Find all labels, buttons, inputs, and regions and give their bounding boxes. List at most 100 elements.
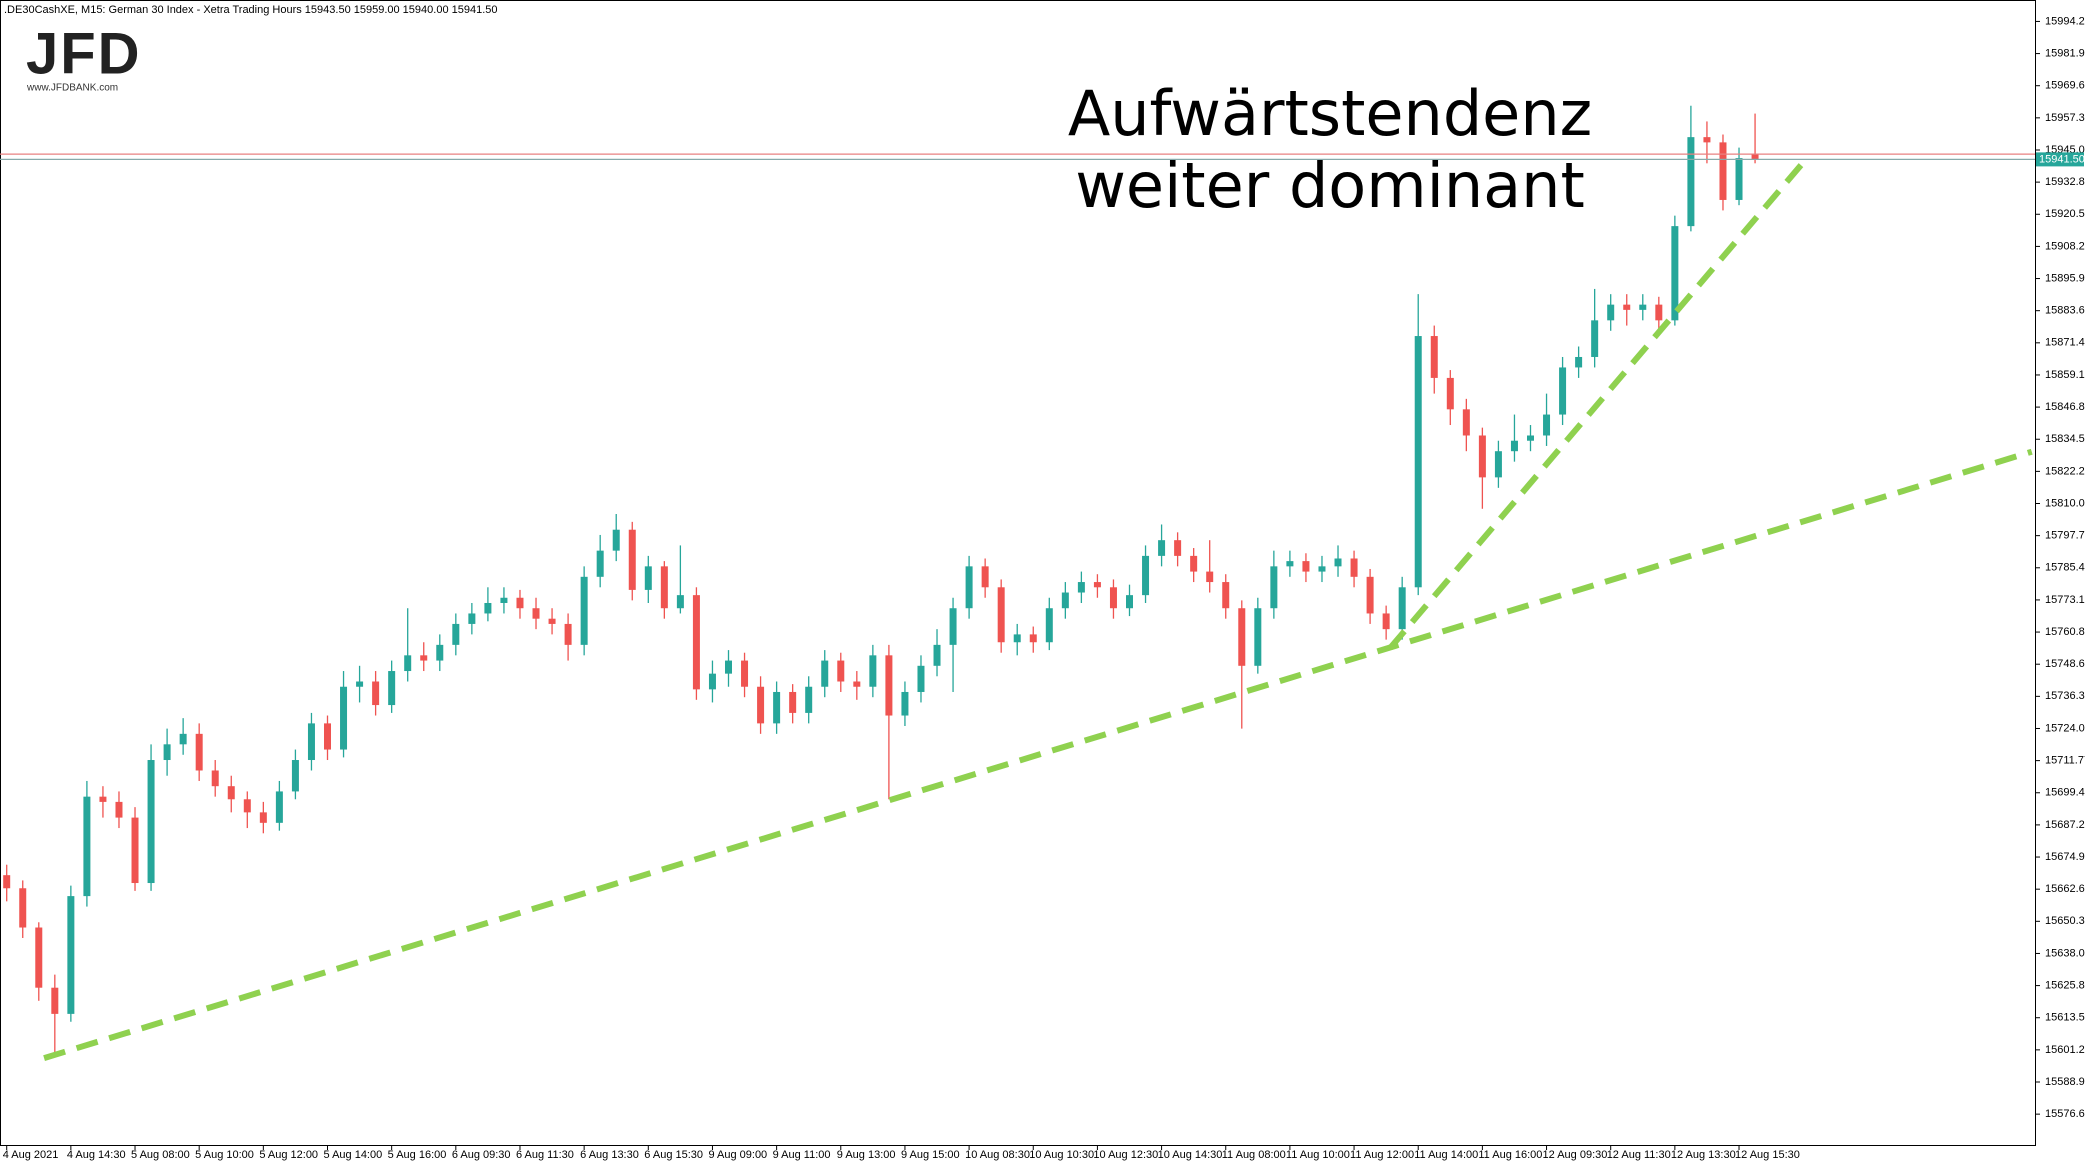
y-tick-label: 15920.53 (2045, 208, 2085, 220)
candle-body (1414, 336, 1422, 588)
candle-body (1510, 440, 1518, 452)
y-tick-label: 15613.53 (2045, 1012, 2085, 1024)
candle-body (1494, 451, 1502, 478)
y-tick-label: 15760.89 (2045, 626, 2085, 638)
candle-body (1254, 608, 1262, 666)
x-tick-label: 10 Aug 08:30 (965, 1149, 1030, 1161)
candle-body (885, 655, 893, 716)
chart-header: .DE30CashXE, M15: German 30 Index - Xetr… (4, 4, 498, 16)
plot-frame (0, 0, 2036, 1146)
candle-body (917, 665, 925, 692)
x-tick-label: 11 Aug 14:00 (1414, 1149, 1478, 1161)
candle-body (676, 595, 684, 609)
candle-body (1639, 304, 1647, 310)
x-tick-label: 10 Aug 12:30 (1093, 1149, 1158, 1161)
x-tick-label: 11 Aug 10:00 (1286, 1149, 1350, 1161)
y-tick-label: 15699.49 (2045, 787, 2085, 799)
y-tick-label: 15736.33 (2045, 690, 2085, 702)
candle-body (1142, 555, 1150, 596)
last-price-box (2036, 152, 2084, 167)
candle-body (1623, 304, 1631, 310)
candle-body (19, 888, 27, 928)
candle-body (1045, 608, 1053, 643)
candle-body (901, 691, 909, 716)
candle-body (83, 796, 91, 897)
x-tick-label: 6 Aug 15:30 (644, 1149, 703, 1161)
candle-body (1398, 587, 1406, 630)
candle-body (3, 875, 11, 889)
x-tick-label: 6 Aug 13:30 (580, 1149, 639, 1161)
y-tick-label: 15957.37 (2045, 112, 2085, 124)
x-tick-label: 5 Aug 14:00 (324, 1149, 383, 1161)
candle-body (1687, 137, 1695, 227)
x-tick-label: 12 Aug 09:30 (1543, 1149, 1608, 1161)
candle-body (227, 786, 235, 800)
y-tick-label: 15650.37 (2045, 915, 2085, 927)
candle-body (1334, 558, 1342, 567)
x-tick-label: 12 Aug 15:30 (1735, 1149, 1800, 1161)
logo-url: www.JFDBANK.com (26, 83, 118, 94)
candle-body (789, 691, 797, 713)
candle-body (596, 550, 604, 577)
y-tick-label: 15859.13 (2045, 369, 2085, 381)
candle-body (179, 733, 187, 745)
candle-body (1366, 576, 1374, 614)
x-tick-label: 9 Aug 13:00 (837, 1149, 896, 1161)
candle-body (1206, 571, 1214, 583)
candle-body (500, 597, 508, 603)
y-tick-label: 15638.09 (2045, 947, 2085, 959)
candle-body (965, 566, 973, 609)
candle-body (1126, 595, 1133, 609)
candle-body (644, 566, 652, 590)
y-tick-label: 15908.25 (2045, 240, 2085, 252)
candle-body (933, 644, 941, 666)
candle-body (1751, 154, 1759, 160)
candle-body (1543, 414, 1551, 436)
candle-body (1607, 304, 1615, 321)
candle-body (115, 801, 123, 818)
candle-body (404, 655, 412, 672)
candle-body (741, 660, 749, 687)
candle-body (163, 744, 171, 761)
y-tick-label: 15588.97 (2045, 1076, 2085, 1088)
last-price-label: 15941.50 (2039, 153, 2085, 165)
y-tick-label: 15994.21 (2045, 15, 2085, 27)
candle-body (259, 812, 267, 823)
candle-body (452, 623, 460, 645)
candle-body (372, 681, 380, 706)
candle-body (981, 566, 989, 588)
y-tick-label: 15871.41 (2045, 337, 2085, 349)
y-tick-label: 15883.69 (2045, 305, 2085, 317)
logo: JFD (26, 21, 142, 86)
x-tick-label: 12 Aug 13:30 (1671, 1149, 1736, 1161)
candle-body (949, 608, 957, 645)
y-tick-label: 15724.05 (2045, 722, 2085, 734)
candle-body (1719, 142, 1727, 200)
y-tick-label: 15810.01 (2045, 497, 2085, 509)
candle-body (211, 770, 219, 787)
y-tick-label: 15969.65 (2045, 80, 2085, 92)
candle-body (725, 660, 732, 674)
candle-body (1174, 540, 1182, 556)
candle-body (147, 760, 155, 884)
x-tick-label: 9 Aug 15:00 (901, 1149, 960, 1161)
x-tick-label: 5 Aug 12:00 (259, 1149, 318, 1161)
y-tick-label: 15785.45 (2045, 562, 2085, 574)
candle-body (1462, 409, 1470, 436)
candle-body (275, 791, 283, 823)
candle-body (773, 691, 781, 724)
candle-body (131, 817, 139, 884)
candle-body (1190, 555, 1198, 572)
y-tick-label: 15674.93 (2045, 851, 2085, 863)
candle-body (516, 597, 524, 609)
y-tick-label: 15895.97 (2045, 272, 2085, 284)
candle-body (243, 799, 251, 813)
candle-body (1109, 587, 1117, 609)
x-tick-label: 5 Aug 08:00 (131, 1149, 190, 1161)
y-tick-label: 15822.29 (2045, 465, 2085, 477)
candle-body (1222, 582, 1230, 609)
candle-body (1061, 592, 1069, 609)
candle-body (35, 927, 43, 988)
x-tick-label: 10 Aug 14:30 (1158, 1149, 1223, 1161)
candle-body (388, 671, 396, 706)
